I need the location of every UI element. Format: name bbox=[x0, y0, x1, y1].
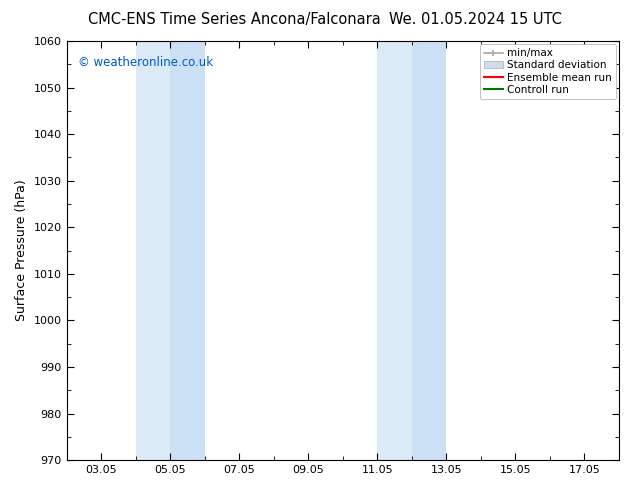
Bar bbox=[377, 41, 412, 460]
Legend: min/max, Standard deviation, Ensemble mean run, Controll run: min/max, Standard deviation, Ensemble me… bbox=[480, 44, 616, 99]
Text: We. 01.05.2024 15 UTC: We. 01.05.2024 15 UTC bbox=[389, 12, 562, 27]
Bar bbox=[412, 41, 446, 460]
Text: © weatheronline.co.uk: © weatheronline.co.uk bbox=[77, 56, 213, 69]
Y-axis label: Surface Pressure (hPa): Surface Pressure (hPa) bbox=[15, 180, 28, 321]
Bar bbox=[170, 41, 205, 460]
Bar bbox=[136, 41, 170, 460]
Text: CMC-ENS Time Series Ancona/Falconara: CMC-ENS Time Series Ancona/Falconara bbox=[88, 12, 381, 27]
